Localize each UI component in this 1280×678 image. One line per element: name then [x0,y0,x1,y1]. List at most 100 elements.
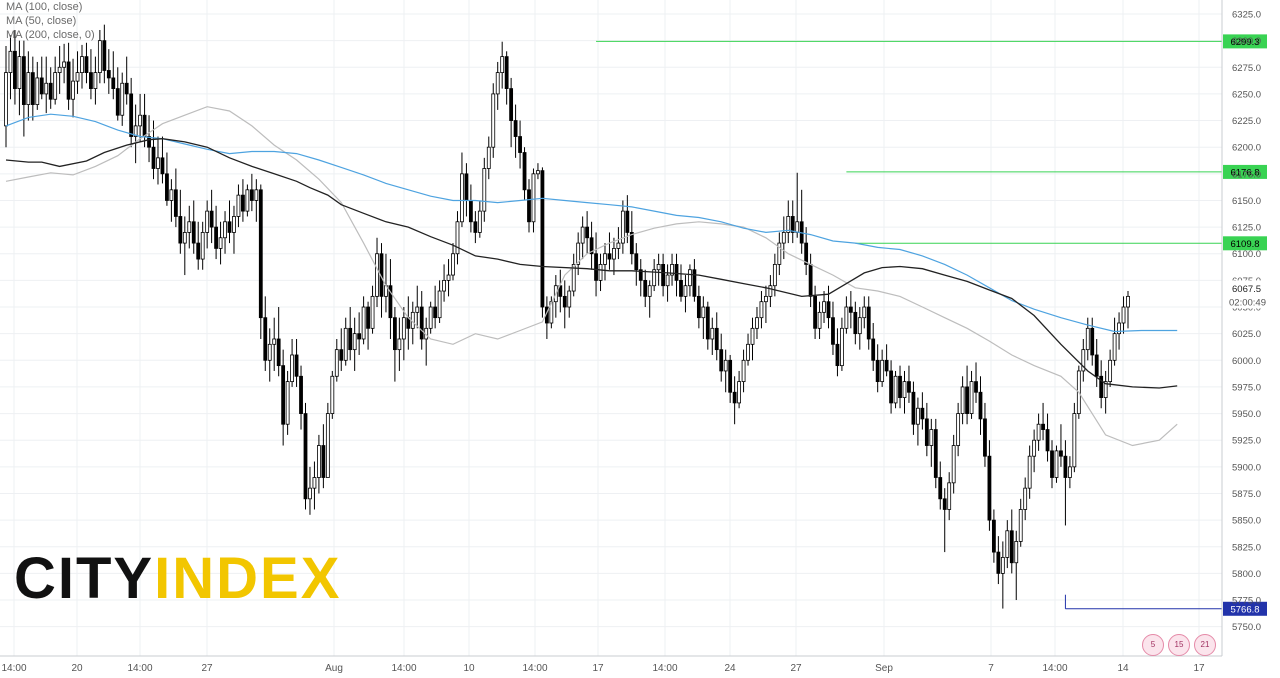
candle-body [388,285,393,319]
y-tick-label: 5950.0 [1232,409,1261,420]
candle-body [486,146,491,169]
candle-body [89,72,93,89]
candle-body [178,216,183,244]
y-tick-label: 6100.0 [1232,249,1261,260]
candle-body [924,418,929,446]
candle-body [1059,450,1063,457]
candle-body [1103,381,1108,398]
candle-body [290,354,294,383]
candle-body [576,242,581,265]
candle-body [173,189,178,217]
candle-body [920,407,925,420]
candle-body [585,226,590,239]
candle-body [133,125,138,137]
price-axis: 6325.0 6300.0 6275.0 6250.0 6225.0 6200.0 6175… [1221,0,1267,656]
candle-body [93,72,98,89]
candle-body [357,333,362,340]
candle-body [808,263,813,297]
y-tick-label: 6000.0 [1232,356,1261,367]
candle-body [142,114,147,137]
y-tick-label: 5875.0 [1232,489,1261,500]
candle-body [370,295,375,329]
candle-body [209,210,214,228]
candle-body [652,269,657,287]
candle-body [1027,455,1032,489]
candle-body [182,232,187,244]
candle-body [1023,487,1028,510]
candle-body [451,253,455,276]
candle-body [536,170,540,175]
candle-body [960,386,965,414]
candle-body [991,519,996,553]
level-badge [1223,601,1267,616]
x-tick-label: 14:00 [127,663,152,674]
candle-body [607,253,612,260]
candle-body [124,82,129,95]
ma200-line [5,113,1178,333]
candle-body [692,269,697,297]
candle-body [674,263,679,281]
candle-body [71,80,75,100]
candle-body [303,413,308,500]
x-tick-label: 7 [988,663,994,674]
candle-body [258,189,263,319]
candle-body [1000,557,1005,574]
event-icons[interactable]: 5 15 21 [1142,634,1216,656]
candle-body [442,279,446,292]
candle-body [826,301,831,319]
candle-body [1121,306,1126,324]
x-tick-label: 14:00 [1,663,26,674]
candle-body [285,381,290,425]
candle-body [933,429,938,478]
candle-body [433,306,438,319]
candle-body [1054,450,1059,478]
candle-body [831,317,835,345]
candle-body [30,72,35,105]
moving-averages [5,106,1178,447]
indicator-legend[interactable]: MA (100, close) MA (50, close) MA (200, … [6,0,95,42]
candle-body [415,306,420,313]
candle-body [1045,429,1050,452]
candle-body [39,77,44,95]
candle-body [768,285,773,297]
candle-body [232,216,236,233]
x-tick-label: 14:00 [1042,663,1067,674]
candle-body [241,194,245,212]
uk-flag-icon[interactable]: 5 [1142,634,1164,656]
uk-flag-icon[interactable]: 21 [1194,634,1216,656]
candle-body [777,242,782,265]
level-badge [1223,34,1267,49]
candle-body [1018,509,1023,542]
candle-body [875,359,880,383]
candle-body [455,221,460,255]
y-tick-label: 5975.0 [1232,382,1261,393]
candle-body [120,82,125,116]
candle-body [187,221,192,233]
time-axis: 14:00 20 14:00 27 Aug 14:00 10 14:00 17 14:00 24 27… [0,655,1222,674]
candle-body [191,221,196,244]
candle-body [473,221,478,233]
legend-ma100[interactable]: MA (100, close) [6,1,83,13]
x-tick-label: 17 [592,663,604,674]
candle-body [746,343,750,361]
candle-body [205,210,210,233]
candle-body [898,375,902,398]
y-tick-label: 5925.0 [1232,436,1261,447]
candle-body [165,173,169,201]
uk-flag-icon[interactable]: 15 [1168,634,1190,656]
candle-body [1081,349,1086,372]
candle-body [495,72,500,95]
legend-ma50[interactable]: MA (50, close) [6,15,77,27]
candle-body [786,216,791,233]
y-tick-label: 6250.0 [1232,89,1261,100]
candle-body [227,221,232,233]
x-tick-label: 17 [1193,663,1205,674]
y-tick-label: 6325.0 [1232,10,1261,21]
candle-body [468,200,473,223]
candle-body [813,295,817,329]
legend-ma200[interactable]: MA (200, close, 0) [6,29,95,41]
candle-body [321,445,326,478]
candle-body [464,173,469,201]
candle-body [974,381,978,393]
